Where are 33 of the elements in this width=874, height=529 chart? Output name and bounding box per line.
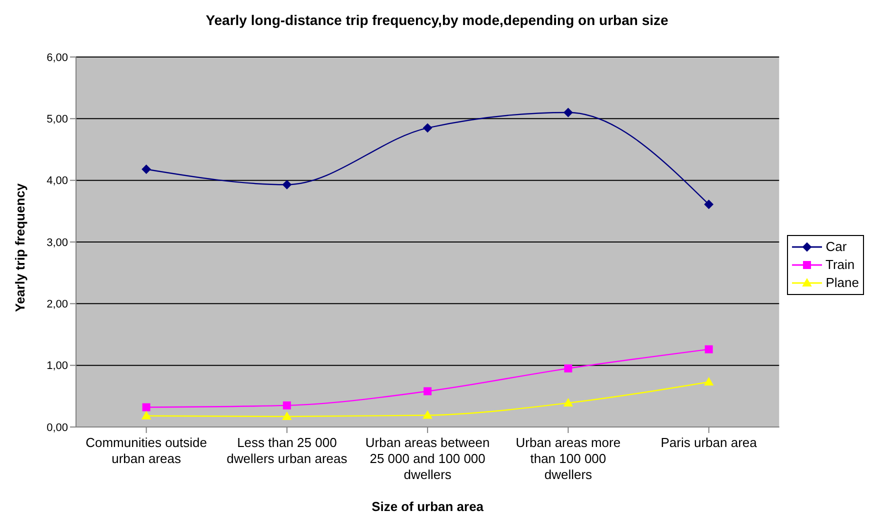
x-tick-label: Paris urban area [660, 435, 758, 450]
x-axis-title: Size of urban area [372, 499, 484, 514]
y-tick-label: 1,00 [46, 360, 68, 372]
legend-label: Car [824, 238, 848, 256]
point [424, 387, 432, 396]
y-tick-label: 0,00 [46, 422, 68, 434]
y-tick-label: 3,00 [46, 236, 68, 249]
x-tick-label: Urban areas more than 100 000 dwellers [516, 435, 621, 482]
point [704, 200, 714, 209]
point [704, 377, 714, 386]
x-tick-label: Urban areas between 25 000 and 100 000 dwellers [365, 435, 490, 482]
point [282, 401, 291, 410]
point [282, 180, 292, 190]
point [142, 403, 150, 412]
x-tick-label: Less than 25 000 dwellers urban areas [226, 435, 348, 466]
y-tick-label: 5,00 [46, 114, 68, 126]
point [564, 108, 573, 117]
point [142, 164, 151, 174]
point [423, 123, 432, 132]
x-tick-label: Communities outside urban areas [86, 435, 208, 466]
point [564, 364, 572, 372]
chart-title: Yearly long-distance trip frequency,by mode,depending on urban size [204, 12, 670, 28]
y-tick-label: 6,00 [46, 52, 68, 64]
point [564, 398, 573, 406]
y-tick-label: 2,00 [46, 298, 68, 311]
y-axis-title: Yearly trip frequency [12, 182, 28, 312]
point [423, 410, 432, 419]
y-tick-label: 4,00 [46, 175, 68, 188]
point [704, 345, 713, 354]
legend-label: Plane [824, 274, 859, 292]
legend-label: Train [824, 256, 856, 274]
point [142, 411, 151, 420]
point [282, 412, 292, 420]
